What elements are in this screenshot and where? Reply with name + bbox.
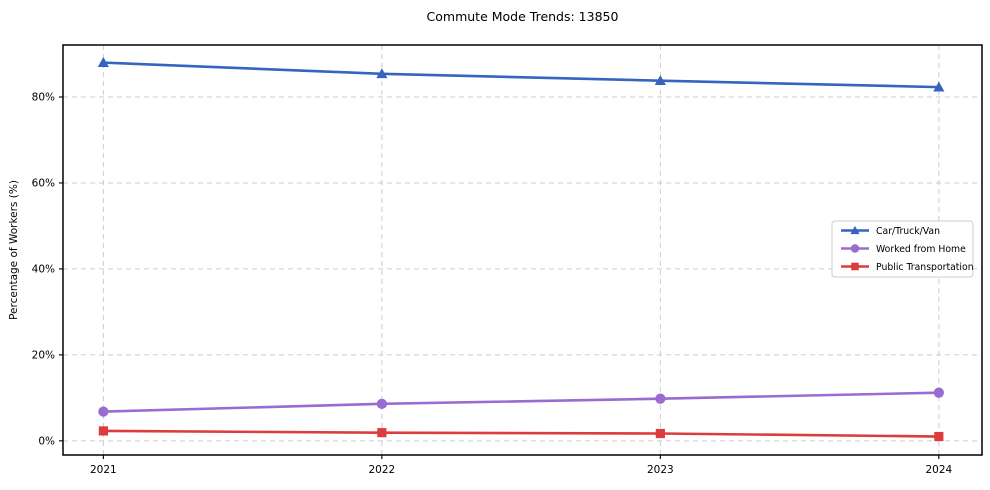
x-tick-label: 2024	[925, 464, 952, 476]
circle-marker	[655, 393, 666, 404]
x-tick-label: 2021	[90, 464, 117, 476]
y-tick-label: 40%	[32, 264, 55, 276]
chart-title: Commute Mode Trends: 13850	[426, 9, 619, 24]
y-tick-label: 0%	[38, 435, 55, 447]
square-marker	[934, 431, 944, 442]
square-marker	[655, 428, 665, 439]
triangle-marker	[933, 81, 945, 92]
circle-marker	[376, 398, 388, 410]
triangle-marker	[850, 225, 860, 235]
triangle-marker	[654, 75, 666, 86]
circle-marker	[933, 387, 944, 398]
x-tick-label: 2023	[647, 464, 674, 476]
y-tick-label: 80%	[32, 92, 55, 104]
series-line-car-truck-van	[102, 61, 941, 89]
x-tick-label: 2022	[368, 464, 395, 476]
plot-frame	[62, 44, 983, 456]
square-marker	[98, 426, 108, 436]
series-line-public-transportation	[102, 429, 941, 438]
triangle-marker	[376, 68, 388, 79]
legend-box	[831, 220, 974, 278]
legend-label: Worked from Home	[876, 244, 966, 255]
square-marker	[377, 428, 387, 438]
y-tick-label: 20%	[32, 350, 55, 362]
legend-label: Car/Truck/Van	[876, 226, 940, 237]
y-tick-label: 60%	[32, 178, 55, 190]
square-marker	[851, 262, 859, 271]
triangle-marker	[97, 57, 109, 67]
legend-label: Public Transportation	[876, 262, 974, 273]
circle-marker	[850, 244, 860, 253]
circle-marker	[98, 406, 109, 417]
legend: Car/Truck/Van Worked from Home Public Tran…	[831, 220, 974, 278]
series-line-worked-from-home	[102, 391, 941, 413]
